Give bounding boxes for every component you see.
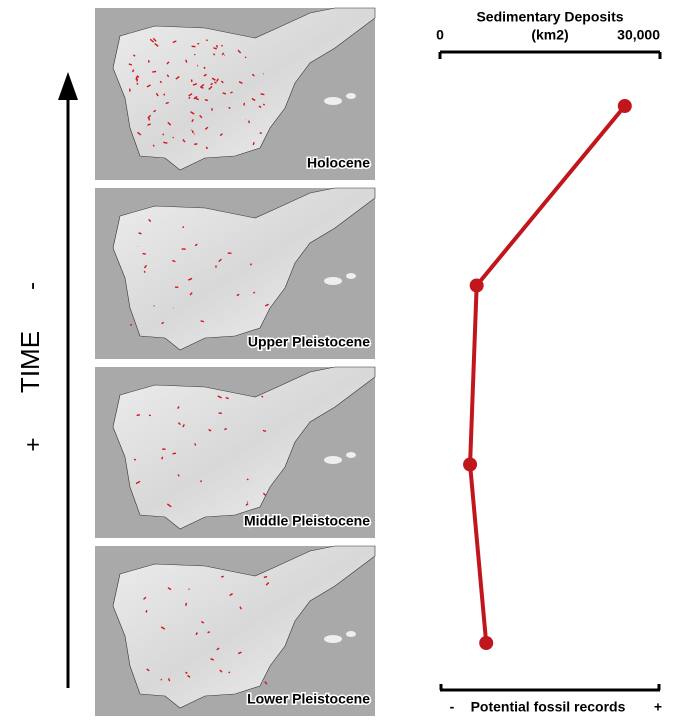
map-island [324, 456, 342, 464]
map-deposit [129, 64, 132, 65]
x-tick-label: 30,000 [617, 27, 660, 43]
time-arrowhead [58, 72, 78, 100]
map-island [324, 277, 342, 285]
map-deposit [226, 398, 229, 399]
map-deposit [208, 632, 210, 633]
map-deposit [261, 94, 265, 95]
map-panel: Upper Pleistocene [95, 188, 375, 359]
map-deposit [154, 306, 155, 307]
map-deposit [162, 457, 163, 459]
map-panel: Holocene [95, 8, 375, 180]
map-deposit [213, 54, 214, 55]
map-deposit [163, 142, 167, 143]
data-point [470, 279, 484, 293]
map-deposit [263, 104, 264, 105]
map-deposit [229, 107, 231, 108]
map-deposit [137, 83, 138, 84]
map-deposit [247, 479, 248, 480]
map-deposit [189, 97, 190, 98]
map-deposit [134, 459, 136, 460]
map-deposit [260, 133, 262, 134]
map-island [346, 452, 356, 458]
x-tick-label: 0 [436, 27, 444, 43]
map-deposit [186, 603, 187, 606]
map-deposit [133, 55, 135, 56]
map-deposit [264, 577, 267, 578]
time-high: - [18, 282, 45, 290]
map-deposit [146, 610, 147, 612]
map-deposit [254, 292, 255, 293]
map-deposit [139, 233, 142, 234]
map-deposit [143, 254, 146, 255]
time-label: TIME [15, 331, 45, 393]
map-panel: Middle Pleistocene [95, 367, 375, 538]
map-deposit [186, 60, 187, 63]
map-deposit [201, 480, 202, 482]
x-axis-title: Sedimentary Deposits [476, 9, 623, 25]
map-deposit [131, 324, 132, 326]
data-line [470, 106, 625, 643]
map-island [346, 631, 356, 637]
map-deposit [206, 147, 207, 149]
map-deposit [263, 430, 266, 431]
map-island [324, 97, 342, 105]
map-deposit [262, 396, 263, 397]
map-deposit [249, 121, 250, 123]
map-panel: Lower Pleistocene [95, 546, 375, 716]
era-label: Middle Pleistocene [244, 513, 370, 529]
map-deposit [137, 415, 140, 416]
map-deposit [173, 453, 176, 454]
era-label: Holocene [307, 155, 370, 171]
map-deposit [152, 71, 156, 72]
map-island [346, 93, 356, 99]
map-deposit [164, 94, 165, 96]
map-deposit [224, 429, 226, 430]
time-low: + [26, 431, 40, 458]
bottom-high: + [654, 699, 662, 715]
map-deposit [149, 118, 150, 121]
map-deposit [194, 144, 197, 145]
map-island [346, 273, 356, 279]
map-deposit [161, 679, 162, 680]
map-deposit [204, 67, 205, 69]
data-point [479, 636, 493, 650]
map-deposit [230, 92, 232, 93]
map-island [324, 635, 342, 643]
figure: Holocene Upper Pleistocene Middle Pleistoc… [0, 0, 693, 718]
map-deposit [195, 443, 196, 445]
map-deposit [205, 100, 208, 101]
map-deposit [133, 69, 134, 72]
map-deposit [214, 82, 216, 83]
map-deposit [217, 45, 218, 47]
era-label: Lower Pleistocene [247, 691, 370, 707]
map-deposit [251, 264, 252, 266]
map-deposit [189, 589, 190, 590]
bottom-label: Potential fossil records [471, 699, 626, 715]
map-panels: Holocene Upper Pleistocene Middle Pleistoc… [95, 8, 375, 716]
map-deposit [253, 142, 254, 145]
era-label: Upper Pleistocene [248, 334, 370, 350]
bottom-low: - [450, 699, 455, 715]
map-deposit [229, 672, 230, 673]
data-point [618, 99, 632, 113]
data-point [463, 458, 477, 472]
map-deposit [221, 576, 223, 577]
map-deposit [173, 137, 174, 138]
x-axis-unit: (km2) [531, 27, 568, 43]
map-deposit [144, 271, 145, 273]
map-deposit [201, 321, 204, 322]
map-deposit [206, 40, 207, 41]
